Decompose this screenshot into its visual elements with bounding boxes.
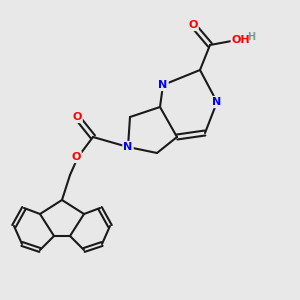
Text: O: O [72, 112, 82, 122]
Text: O: O [188, 20, 198, 30]
Text: H: H [247, 32, 255, 42]
Text: N: N [158, 80, 168, 90]
Text: O: O [71, 152, 81, 162]
Text: N: N [212, 97, 222, 107]
Text: OH: OH [232, 35, 250, 45]
Text: N: N [123, 142, 133, 152]
